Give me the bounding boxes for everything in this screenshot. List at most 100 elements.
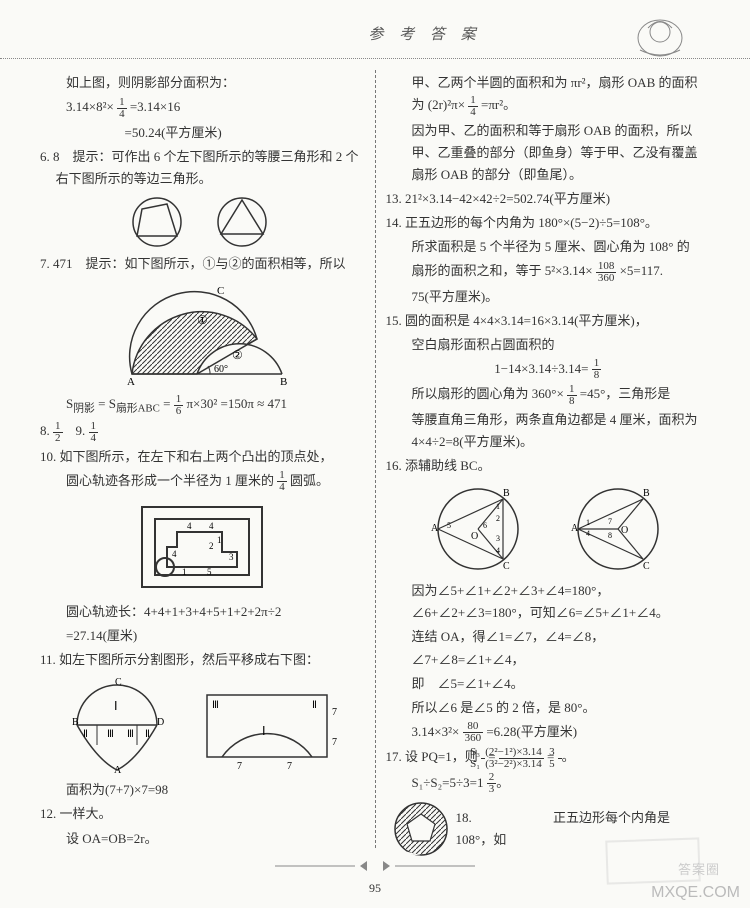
svg-text:5: 5 — [447, 521, 451, 530]
q14a: 14. 正五边形的每个内角为 180°×(5−2)÷5=108°。 — [386, 212, 711, 234]
svg-text:7: 7 — [287, 761, 292, 772]
left-column: 如上图，则阴影部分面积为： 3.14×8²× 14 =3.14×16 =50.2… — [30, 70, 375, 848]
svg-text:Ⅲ: Ⅲ — [212, 700, 219, 711]
fig-q6 — [40, 194, 365, 249]
q11: 11. 如左下图所示分割图形，然后平移成右下图： — [40, 649, 365, 671]
svg-text:4: 4 — [586, 529, 590, 538]
svg-text:O: O — [471, 531, 478, 542]
right-column: 甲、乙两个半圆的面积和为 πr²，扇形 OAB 的面积为 (2r)²π× 14 … — [376, 70, 721, 848]
portrait-illustration — [630, 10, 690, 60]
t: ×5=117. — [616, 263, 663, 278]
svg-text:A: A — [431, 523, 439, 534]
svg-text:3: 3 — [496, 534, 500, 543]
t: 3.14×3²× — [412, 724, 463, 739]
q14c: 扇形的面积之和，等于 5²×3.14× 108360 ×5=117. — [386, 260, 711, 284]
q12a: 12. 一样大。 — [40, 803, 365, 825]
svg-text:C: C — [217, 285, 224, 297]
t: 9. — [63, 423, 89, 438]
t: 扇形ABC — [116, 403, 160, 415]
svg-text:8: 8 — [608, 531, 612, 540]
svg-text:Ⅱ: Ⅱ — [145, 729, 150, 740]
frac: 14 — [117, 97, 127, 120]
t: 所以扇形的圆心角为 360°× — [412, 386, 568, 401]
q17b: S₁÷S₂=5÷3=1 23。 — [386, 772, 711, 796]
q15c: 1−14×3.14÷3.14= 18 — [386, 358, 711, 382]
t: 8. — [40, 423, 53, 438]
svg-text:4: 4 — [209, 521, 214, 531]
svg-text:A: A — [114, 765, 122, 775]
svg-text:Ⅰ: Ⅰ — [114, 699, 118, 713]
t: 扇形的面积之和，等于 5²×3.14× — [412, 263, 596, 278]
q10b: 圆心轨迹各形成一个半径为 1 厘米的 14 圆弧。 — [40, 470, 365, 494]
t: 17. 设 PQ=1，则 — [386, 749, 481, 764]
q10a: 10. 如下图所示，在左下和右上两个凸出的顶点处， — [40, 446, 365, 468]
t: 阴影 — [73, 403, 95, 415]
t: =3.14×16 — [127, 99, 181, 114]
svg-text:A: A — [571, 523, 579, 534]
q15e: 等腰直角三角形，两条直角边都是 4 厘米，面积为 4×4÷2=8(平方厘米)。 — [386, 409, 711, 453]
svg-text:A: A — [127, 376, 135, 388]
t: 1−14×3.14÷3.14= — [494, 361, 591, 376]
q16f: 3.14×3²× 80360 =6.28(平方厘米) — [386, 721, 711, 745]
q10d: =27.14(厘米) — [40, 625, 365, 647]
q10c: 圆心轨迹长：4+4+1+3+4+5+1+2+2π÷2 — [40, 601, 365, 623]
t: =πr²。 — [478, 97, 516, 112]
watermark-label: 答案圈 — [678, 859, 720, 878]
q16e: 所以∠6 是∠5 的 2 倍，是 80°。 — [386, 697, 711, 719]
q12b: 设 OA=OB=2r。 — [40, 828, 365, 850]
q14b: 所求面积是 5 个半径为 5 厘米、圆心角为 108° 的 — [386, 236, 711, 258]
page-number: 95 — [359, 879, 391, 898]
t: =6.28(平方厘米) — [483, 724, 577, 739]
q8-q9: 8. 12 9. 14 — [40, 420, 365, 444]
t: π×30² =150π ≈ 471 — [183, 396, 287, 411]
svg-text:6: 6 — [483, 521, 487, 530]
svg-text:1: 1 — [182, 567, 187, 577]
q7: 7. 471 提示：如下图所示，①与②的面积相等，所以 — [40, 253, 365, 275]
svg-text:Ⅱ: Ⅱ — [83, 729, 88, 740]
t: 3.14×8²× — [66, 99, 117, 114]
t: = — [160, 396, 174, 411]
r2: 因为甲、乙的面积和等于扇形 OAB 的面积，所以甲、乙重叠的部分（即鱼身）等于甲… — [386, 120, 711, 186]
q13: 13. 21²×3.14−42×42÷2=502.74(平方厘米) — [386, 188, 711, 210]
formula: =50.24(平方厘米) — [40, 122, 365, 144]
q16d: 即 ∠5=∠1+∠4。 — [386, 673, 711, 695]
t: = S — [95, 396, 116, 411]
svg-text:7: 7 — [608, 517, 612, 526]
q17: 17. 设 PQ=1，则 S₃S₁ = (2²−1²)×3.14(3²−2²)×… — [386, 746, 711, 770]
formula: 3.14×8²× 14 =3.14×16 — [40, 96, 365, 120]
q16c: 连结 OA，得∠1=∠7，∠4=∠8，∠7+∠8=∠1+∠4， — [386, 626, 711, 670]
q16: 16. 添辅助线 BC。 — [386, 455, 711, 477]
q14d: 75(平方厘米)。 — [386, 286, 711, 308]
svg-text:②: ② — [232, 348, 243, 362]
svg-text:Ⅲ: Ⅲ — [127, 729, 134, 740]
svg-text:1: 1 — [496, 502, 500, 511]
svg-text:3: 3 — [229, 552, 234, 562]
svg-text:7: 7 — [332, 737, 337, 748]
q15a: 15. 圆的面积是 4×4×3.14=16×3.14(平方厘米)， — [386, 310, 711, 332]
t: 圆心轨迹各形成一个半径为 1 厘米的 — [66, 473, 277, 488]
fig-q16: A B C O 5 6 1 2 3 4 A B — [386, 481, 711, 576]
page-ornament — [275, 854, 475, 878]
q11-area: 面积为(7+7)×7=98 — [40, 779, 365, 801]
q6: 6. 8 提示：可作出 6 个左下图所示的等腰三角形和 2 个右下图所示的等边三… — [40, 146, 365, 190]
svg-text:7: 7 — [237, 761, 242, 772]
svg-text:4: 4 — [496, 546, 500, 555]
t: =45°，三角形是 — [577, 386, 671, 401]
svg-text:B: B — [643, 488, 650, 499]
t: 。 — [562, 749, 575, 764]
t: 圆弧。 — [287, 473, 329, 488]
formula-s: S阴影 = S扇形ABC = 16 π×30² =150π ≈ 471 — [40, 393, 365, 418]
t: S₁÷S₂=5÷3=1 — [412, 775, 487, 790]
q15d: 所以扇形的圆心角为 360°× 18 =45°，三角形是 — [386, 383, 711, 407]
svg-text:Ⅲ: Ⅲ — [107, 729, 114, 740]
t: 。 — [496, 775, 509, 790]
svg-text:2: 2 — [209, 541, 214, 551]
svg-text:B: B — [503, 488, 510, 499]
header-title: 参 考 答 案 — [368, 23, 481, 44]
watermark-url: MXQE.COM — [651, 884, 740, 902]
svg-text:Ⅱ: Ⅱ — [312, 700, 317, 711]
svg-text:①: ① — [197, 313, 208, 327]
fig-q11: Ⅰ Ⅱ Ⅲ Ⅲ Ⅱ B D C A Ⅲ Ⅱ Ⅰ 7 7 7 — [40, 675, 365, 775]
q16b: 因为∠5+∠1+∠2+∠3+∠4=180°，∠6+∠2+∠3=180°，可知∠6… — [386, 580, 711, 624]
svg-text:C: C — [115, 677, 122, 688]
